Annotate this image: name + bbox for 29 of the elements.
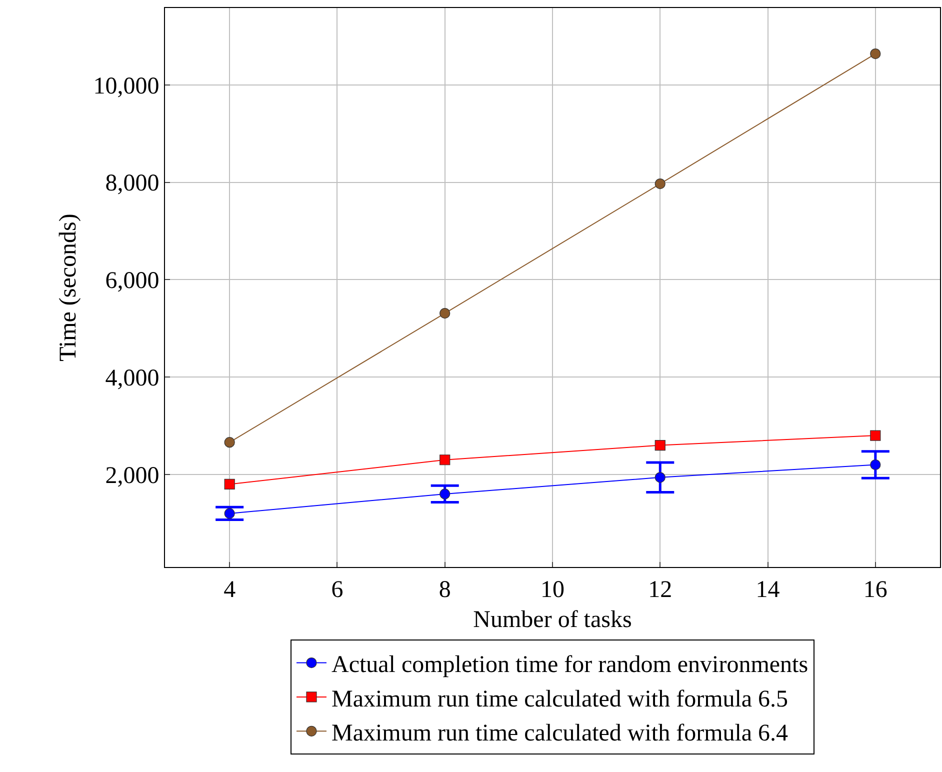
point (224, 508, 235, 519)
point (654, 178, 666, 190)
y-tick-label: 6,000 (105, 268, 160, 294)
point (224, 478, 235, 490)
x-axis-title: Number of tasks (473, 607, 632, 634)
y-tick-label: 2,000 (105, 462, 160, 489)
legend-label: Maximum run time calculated with formula 6.5 (332, 686, 788, 712)
point (440, 488, 450, 500)
point (654, 440, 666, 451)
point (654, 472, 666, 483)
y-tick-label: 10,000 (93, 73, 160, 100)
legend-label: Actual completion time for random environments (332, 652, 808, 678)
x-tick-label: 4 (224, 576, 236, 603)
point (870, 430, 881, 441)
x-tick-label: 16 (863, 576, 888, 603)
point (870, 459, 881, 470)
point (440, 308, 450, 319)
point (224, 437, 235, 448)
x-tick-label: 10 (540, 576, 564, 603)
x-tick-label: 14 (756, 576, 780, 603)
x-tick-label: 6 (331, 576, 344, 603)
legend-label: Maximum run time calculated with formula 6.4 (332, 720, 788, 747)
y-tick-label: 8,000 (105, 170, 160, 197)
y-axis-title: Time (seconds) (55, 214, 82, 362)
point (440, 454, 450, 466)
x-tick-label: 12 (648, 576, 672, 603)
point (870, 48, 881, 60)
x-tick-label: 8 (438, 576, 451, 603)
y-tick-label: 4,000 (105, 366, 160, 392)
